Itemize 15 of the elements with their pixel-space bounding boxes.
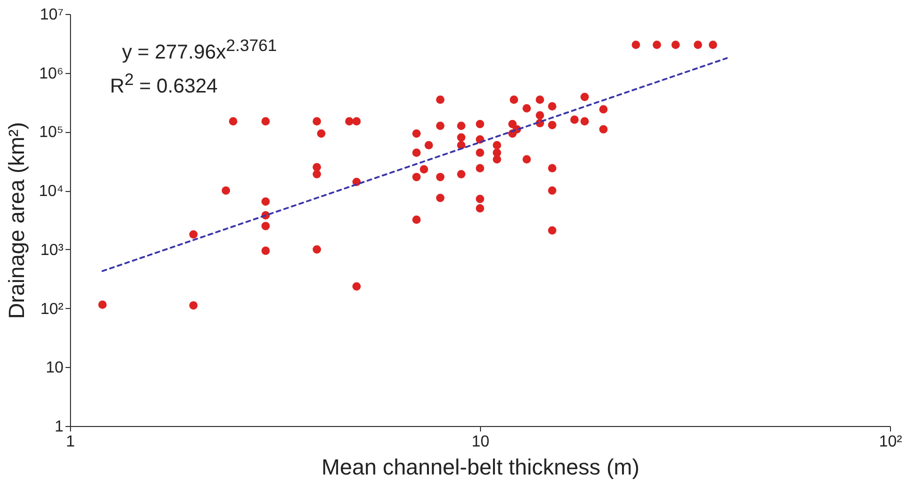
y-tick-label: 10³ xyxy=(40,242,64,259)
y-tick-label: 10 xyxy=(46,360,64,377)
annotation: R$^{2}$ = 0.6324 xyxy=(110,70,218,99)
annotation: y = 277.96x$^{2.3761}$ xyxy=(122,36,277,65)
y-tick-label: 10⁷ xyxy=(40,6,64,24)
x-tick-label: 1 xyxy=(66,434,76,450)
x-tick-label: 10 xyxy=(472,434,490,450)
x-tick-label: 10² xyxy=(878,434,903,450)
y-tick-label: 10⁵ xyxy=(39,124,64,142)
y-tick-label: 10² xyxy=(40,300,64,318)
x-axis-title: Mean channel-belt thickness (m) xyxy=(322,454,640,480)
y-tick-label: 10⁶ xyxy=(39,65,64,82)
y-tick-label: 10⁴ xyxy=(38,183,64,200)
y-axis-title: Drainage area (km²) xyxy=(4,122,29,319)
y-tick-label: 1 xyxy=(54,418,64,436)
